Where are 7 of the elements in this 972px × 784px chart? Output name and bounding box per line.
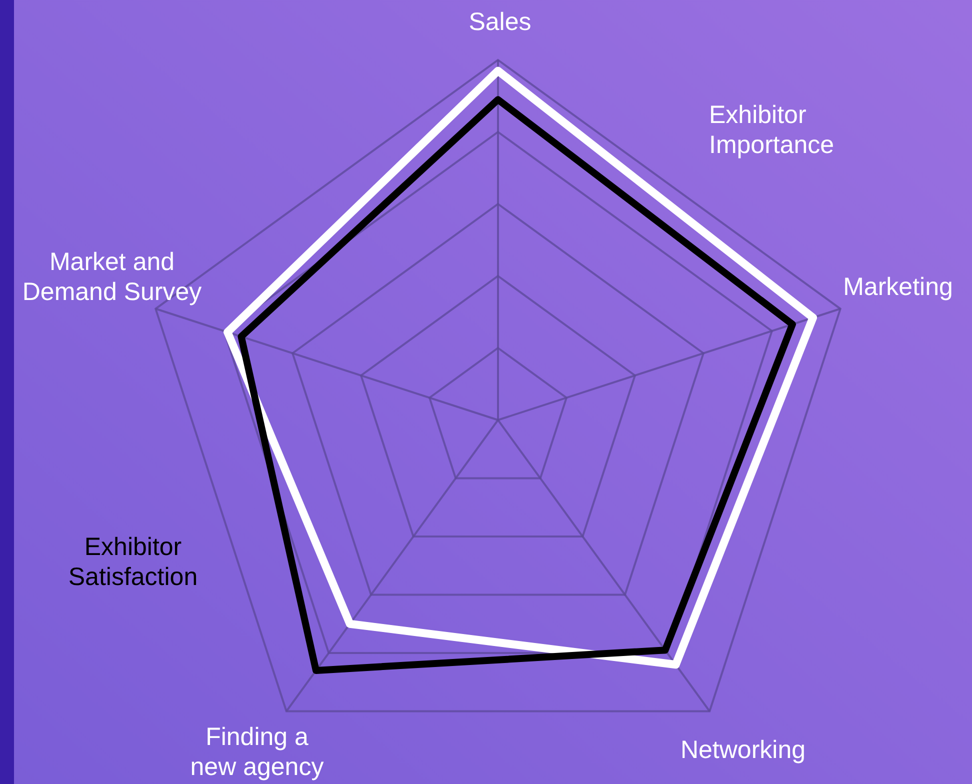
text: Exhibitor Satisfaction bbox=[68, 533, 198, 591]
spoke-label: Marketing bbox=[843, 273, 953, 301]
spoke-label: Networking bbox=[680, 736, 806, 764]
text: Exhibitor Importance bbox=[709, 101, 834, 159]
spoke-label: Finding a new agency bbox=[190, 723, 324, 781]
spoke-label: Sales bbox=[468, 8, 532, 36]
spoke-label: Market and Demand Survey bbox=[22, 248, 202, 306]
